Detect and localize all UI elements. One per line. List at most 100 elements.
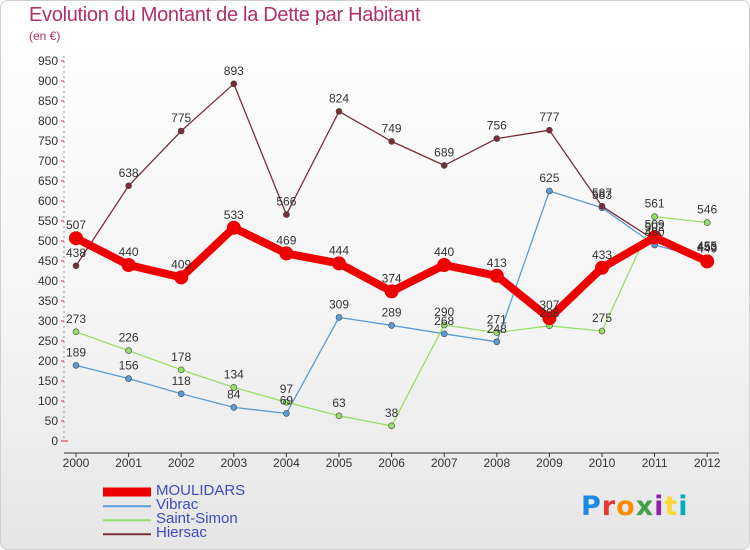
- y-tick-label: 600: [38, 194, 58, 208]
- y-tick-label: 900: [38, 74, 58, 88]
- series-layer: [69, 80, 715, 430]
- data-label: 455: [697, 239, 717, 253]
- data-point: [226, 220, 241, 235]
- data-label: 502: [645, 220, 665, 234]
- x-tick-label: 2007: [431, 456, 458, 470]
- data-point: [69, 231, 83, 246]
- data-label: 566: [276, 195, 296, 209]
- data-label: 273: [66, 312, 86, 326]
- series-hiersac: [72, 80, 711, 270]
- data-label: 509: [645, 217, 665, 231]
- logo-letter: o: [616, 491, 636, 522]
- data-point: [703, 219, 711, 226]
- series-saint-simon: [72, 213, 711, 430]
- legend-swatch: [103, 505, 151, 507]
- data-label: 84: [227, 387, 241, 401]
- data-label: 689: [434, 145, 454, 159]
- data-point: [598, 327, 606, 335]
- data-point: [440, 330, 448, 338]
- y-tick-label: 200: [38, 354, 58, 368]
- data-label: 775: [171, 111, 191, 125]
- data-label: 413: [487, 256, 507, 270]
- data-label: 268: [434, 314, 454, 328]
- data-label: 63: [332, 396, 346, 410]
- data-label: 433: [592, 248, 612, 262]
- data-label: 893: [224, 64, 244, 78]
- y-tick-label: 450: [38, 254, 58, 268]
- data-point: [174, 270, 189, 285]
- data-point: [335, 412, 343, 420]
- data-label: 309: [329, 297, 349, 311]
- data-label: 561: [645, 197, 665, 211]
- data-label: 824: [329, 91, 349, 105]
- x-tick-label: 2000: [63, 456, 90, 470]
- legend-swatch: [103, 487, 151, 497]
- logo-letter: i: [678, 491, 689, 522]
- data-label: 587: [592, 186, 612, 200]
- data-label: 440: [434, 245, 454, 259]
- data-label: 453: [697, 240, 717, 254]
- data-label: 271: [487, 313, 507, 327]
- data-point: [125, 375, 132, 382]
- data-point: [546, 126, 553, 134]
- data-label: 275: [592, 311, 612, 325]
- logo-letter: P: [581, 491, 602, 522]
- y-tick-label: 650: [38, 174, 58, 188]
- data-label: 444: [329, 243, 349, 257]
- proxiti-logo: Proxiti: [581, 491, 689, 522]
- y-tick-label: 100: [38, 394, 58, 408]
- data-label: 546: [697, 203, 717, 217]
- y-tick-label: 150: [38, 374, 58, 388]
- data-label: 507: [66, 218, 86, 232]
- data-point: [125, 182, 132, 190]
- data-point: [72, 328, 80, 336]
- data-point: [177, 366, 185, 374]
- data-point: [489, 268, 504, 283]
- data-label: 290: [434, 305, 454, 319]
- data-point: [388, 138, 395, 145]
- x-tick-label: 2009: [536, 456, 563, 470]
- data-point: [700, 254, 715, 269]
- y-tick-label: 950: [38, 54, 58, 68]
- data-label: 156: [119, 359, 139, 373]
- data-point: [493, 135, 501, 142]
- data-label: 374: [382, 271, 402, 285]
- data-point: [177, 390, 185, 398]
- data-labels-layer: 507 440 409 533 469 444 374 440 413 307 433 509 449 1…: [66, 64, 718, 420]
- legend-label: Vibrac: [156, 496, 199, 513]
- data-point: [651, 213, 658, 220]
- y-tick-label: 750: [38, 134, 58, 148]
- logo-letter: x: [635, 491, 655, 522]
- data-label: 38: [385, 406, 399, 420]
- legend-swatch: [103, 533, 151, 535]
- y-tick-label: 850: [38, 94, 58, 108]
- data-label: 469: [276, 233, 296, 247]
- data-label: 189: [66, 345, 86, 359]
- y-tick-label: 400: [38, 274, 58, 288]
- data-label: 134: [224, 367, 244, 381]
- data-point: [177, 127, 185, 135]
- data-point: [335, 314, 343, 321]
- y-tick-label: 350: [38, 294, 58, 308]
- data-label: 289: [382, 305, 402, 319]
- data-label: 226: [119, 331, 139, 345]
- data-point: [230, 384, 238, 391]
- data-point: [332, 256, 346, 271]
- data-point: [384, 284, 399, 299]
- series-moulidars: [69, 220, 715, 326]
- unit-label: (en €): [29, 29, 61, 43]
- x-tick-label: 2003: [220, 456, 247, 470]
- data-label: 438: [66, 246, 86, 260]
- data-label: 490: [645, 225, 665, 239]
- data-point: [388, 422, 395, 430]
- data-label: 118: [172, 374, 191, 388]
- y-tick-label: 50: [45, 414, 59, 428]
- logo-letter: i: [654, 491, 665, 522]
- data-label: 749: [382, 121, 402, 135]
- data-point: [440, 321, 448, 329]
- data-point: [125, 347, 132, 354]
- y-tick-label: 250: [38, 334, 58, 348]
- data-point: [335, 108, 343, 115]
- data-label: 777: [539, 110, 559, 124]
